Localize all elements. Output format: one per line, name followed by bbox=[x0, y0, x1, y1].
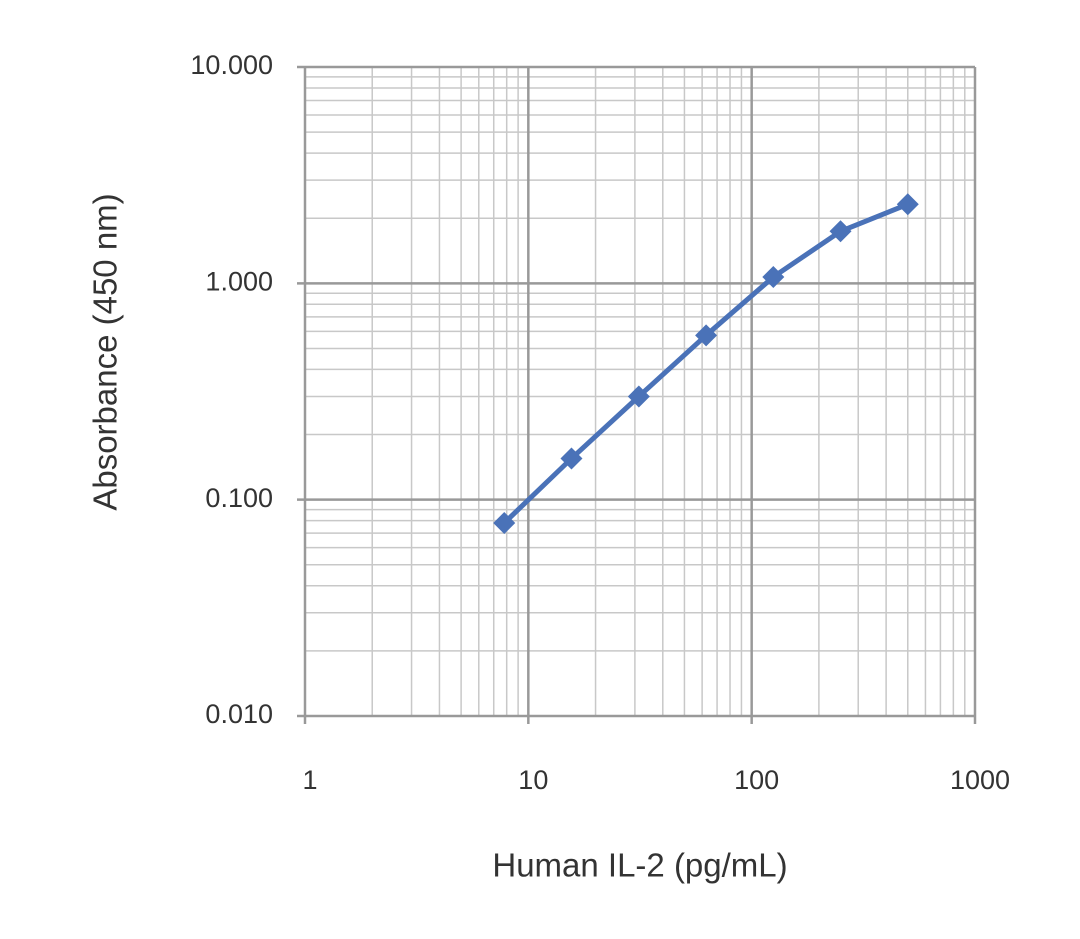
x-tick-label: 1000 bbox=[950, 765, 1010, 795]
series-line bbox=[502, 201, 909, 525]
y-tick-label: 10.000 bbox=[190, 50, 273, 80]
x-tick-label: 100 bbox=[734, 765, 779, 795]
x-tick-label: 10 bbox=[518, 765, 548, 795]
data-point bbox=[829, 220, 852, 243]
data-point bbox=[695, 324, 718, 347]
data-point bbox=[896, 193, 919, 216]
x-axis-title: Human IL-2 (pg/mL) bbox=[492, 847, 787, 884]
y-tick-label: 1.000 bbox=[205, 266, 273, 296]
y-axis-title: Absorbance (450 nm) bbox=[87, 193, 124, 510]
data-point bbox=[627, 385, 650, 408]
x-tick-label: 1 bbox=[302, 765, 317, 795]
data-point bbox=[762, 265, 785, 288]
y-tick-label: 0.100 bbox=[205, 483, 273, 513]
data-point bbox=[560, 447, 583, 470]
data-point bbox=[493, 512, 516, 535]
y-tick-label: 0.010 bbox=[205, 699, 273, 729]
